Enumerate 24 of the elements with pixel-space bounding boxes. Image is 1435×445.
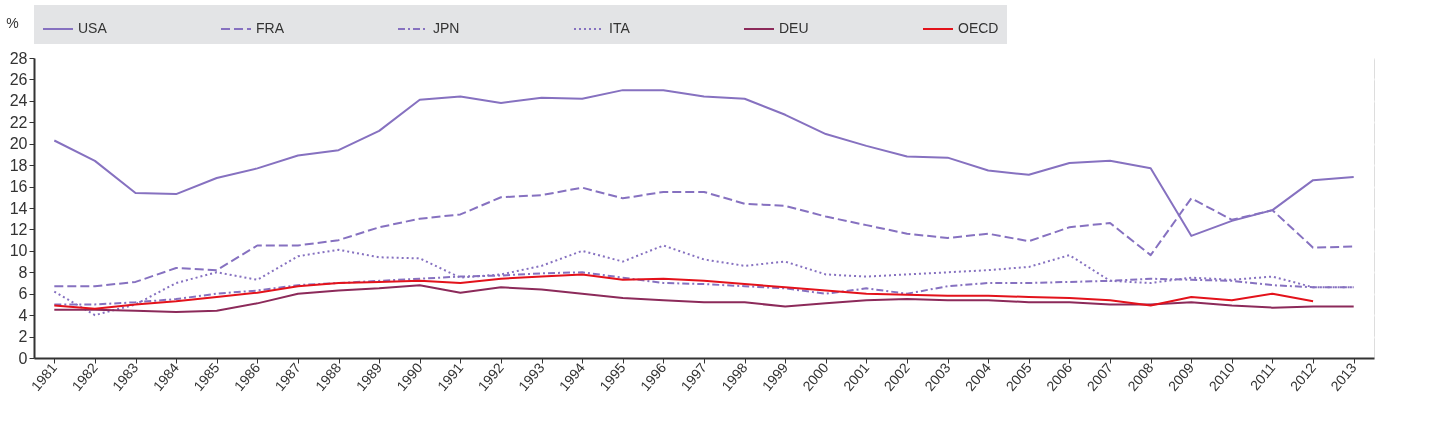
y-tick-label: 28 xyxy=(9,49,28,67)
line-series xyxy=(53,273,1315,310)
legend-label: DEU xyxy=(779,20,809,36)
y-tick-label: 2 xyxy=(18,328,28,346)
y-tick-label: 26 xyxy=(9,70,28,88)
y-tick-label: 16 xyxy=(9,178,28,196)
y-tick-label: 22 xyxy=(9,113,28,131)
y-tick-label: 10 xyxy=(9,242,28,260)
y-tick-label: 20 xyxy=(9,135,28,153)
legend-label: FRA xyxy=(256,20,285,36)
y-tick-label: 8 xyxy=(18,263,28,281)
y-axis-title: % xyxy=(6,14,19,31)
y-tick-label: 24 xyxy=(9,92,28,110)
legend-label: JPN xyxy=(433,20,460,36)
y-tick-label: 18 xyxy=(9,156,28,174)
y-tick-label: 12 xyxy=(9,220,28,238)
y-tick-label: 4 xyxy=(18,306,28,324)
y-tick-label: 6 xyxy=(18,285,28,303)
legend-label: OECD xyxy=(958,20,999,36)
y-tick-label: 14 xyxy=(9,199,28,217)
line-series xyxy=(53,284,1355,313)
legend-label: USA xyxy=(78,20,108,36)
legend-label: ITA xyxy=(609,20,631,36)
y-tick-label: 0 xyxy=(18,349,28,367)
